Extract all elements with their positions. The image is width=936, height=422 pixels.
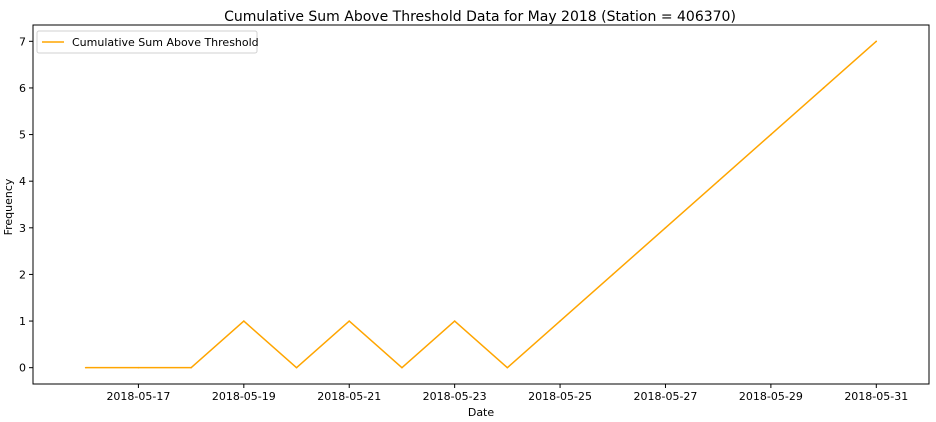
data-point — [717, 180, 719, 182]
data-point — [243, 320, 245, 322]
legend: Cumulative Sum Above Threshold — [36, 30, 259, 54]
series-layer — [84, 40, 878, 369]
y-tick-label: 3 — [19, 222, 26, 235]
data-point — [559, 320, 561, 322]
x-tick-label: 2018-05-31 — [844, 390, 908, 403]
data-point — [770, 133, 772, 136]
x-tick-label: 2018-05-23 — [423, 390, 487, 403]
legend-box — [36, 30, 258, 54]
x-tick-label: 2018-05-17 — [106, 390, 170, 403]
y-tick-label: 2 — [19, 268, 26, 281]
data-point — [348, 320, 351, 322]
data-point — [453, 320, 456, 322]
data-point — [401, 366, 403, 369]
y-tick-label: 0 — [19, 362, 26, 375]
data-point — [611, 273, 614, 276]
x-tick-label: 2018-05-19 — [212, 390, 276, 403]
data-point — [190, 366, 192, 369]
x-tick-label: 2018-05-27 — [634, 390, 698, 403]
data-point — [506, 366, 509, 369]
y-tick-label: 4 — [19, 175, 26, 188]
x-tick-label: 2018-05-21 — [317, 390, 381, 403]
y-axis-ticks: 0 1 2 3 4 5 6 7 — [19, 35, 33, 375]
chart-title: Cumulative Sum Above Threshold Data for … — [224, 9, 736, 25]
data-point — [664, 227, 667, 229]
x-axis-label: Date — [468, 406, 495, 419]
data-point — [295, 366, 298, 369]
legend-label: Cumulative Sum Above Threshold — [72, 36, 259, 49]
y-tick-label: 5 — [19, 129, 26, 142]
data-point — [137, 366, 140, 369]
x-tick-label: 2018-05-25 — [528, 390, 592, 403]
data-point — [822, 87, 825, 89]
y-tick-label: 1 — [19, 315, 26, 328]
y-tick-label: 6 — [19, 82, 26, 95]
plot-frame — [32, 24, 930, 385]
y-tick-label: 7 — [19, 35, 26, 48]
data-point — [875, 40, 878, 43]
x-tick-label: 2018-05-29 — [739, 390, 803, 403]
data-point — [84, 366, 87, 369]
x-axis-ticks: 2018-05-17 2018-05-19 2018-05-21 2018-05-23… — [106, 384, 908, 403]
series-line — [85, 40, 877, 369]
y-axis-label: Frequency — [2, 178, 15, 235]
